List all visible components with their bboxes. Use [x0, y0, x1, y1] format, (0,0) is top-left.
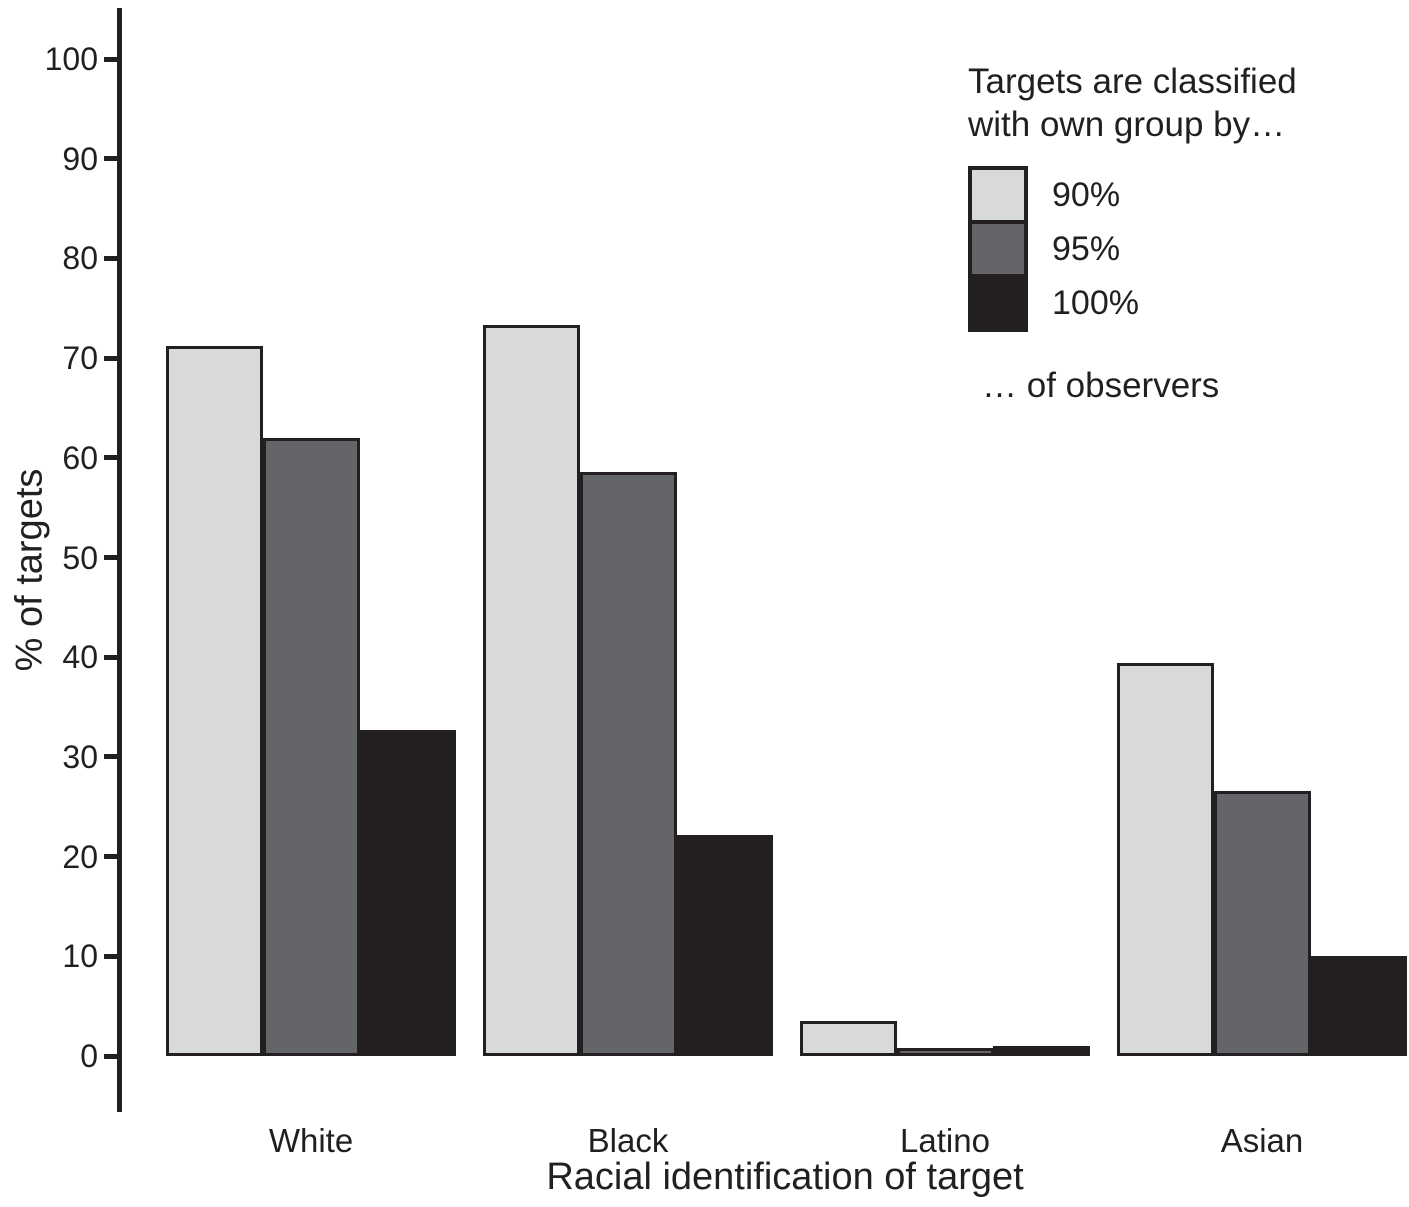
- legend-swatch-icon: [968, 274, 1028, 332]
- x-axis-title: Racial identification of target: [546, 1156, 1024, 1198]
- x-tick-label-white: White: [268, 1122, 354, 1159]
- y-tick-mark-50: [104, 555, 117, 560]
- x-tick-label-asian: Asian: [1220, 1122, 1304, 1159]
- x-tick-label-black: Black: [587, 1122, 669, 1159]
- y-tick-label-30: 30: [62, 738, 98, 775]
- y-tick-mark-70: [104, 355, 117, 361]
- y-tick-label-60: 60: [62, 439, 98, 476]
- bar-black-90: [483, 325, 580, 1056]
- bar-black-100: [676, 835, 773, 1056]
- bar-asian-100: [1310, 956, 1407, 1056]
- bar-black-95: [579, 472, 677, 1056]
- y-tick-mark-90: [104, 156, 117, 162]
- legend-item-90: 90%: [968, 166, 1388, 224]
- y-tick-mark-60: [104, 455, 117, 461]
- y-tick-mark-40: [104, 654, 117, 660]
- legend-title: Targets are classified with own group by…: [968, 60, 1388, 146]
- bar-white-100: [359, 730, 456, 1056]
- bar-latino-90: [800, 1021, 897, 1056]
- legend-title-line2: with own group by…: [968, 105, 1286, 144]
- y-tick-mark-10: [104, 953, 117, 959]
- legend-item-label: 95%: [1052, 229, 1121, 268]
- legend-title-line1: Targets are classified: [968, 62, 1297, 101]
- legend-swatch-icon: [968, 166, 1028, 224]
- y-axis-line: [117, 8, 122, 1112]
- y-tick-label-80: 80: [62, 240, 98, 277]
- y-tick-label-0: 0: [80, 1038, 98, 1074]
- legend-item-label: 90%: [1052, 175, 1121, 214]
- y-tick-mark-80: [104, 255, 117, 261]
- legend-items: 90% 95% 100%: [968, 166, 1388, 332]
- y-tick-label-10: 10: [62, 938, 98, 975]
- y-tick-mark-100: [104, 56, 117, 62]
- y-tick-label-100: 100: [44, 41, 98, 77]
- y-tick-label-70: 70: [62, 340, 98, 377]
- legend-item-100: 100%: [968, 274, 1388, 332]
- y-tick-mark-30: [104, 754, 117, 760]
- bar-asian-95: [1213, 791, 1311, 1056]
- y-tick-label-50: 50: [62, 539, 98, 576]
- y-tick-label-40: 40: [62, 639, 98, 676]
- bar-asian-90: [1117, 663, 1214, 1056]
- y-tick-mark-0: [104, 1053, 117, 1059]
- legend-footer: … of observers: [982, 366, 1220, 405]
- y-tick-label-20: 20: [62, 838, 98, 875]
- y-tick-mark-20: [104, 854, 117, 860]
- bar-white-95: [262, 438, 360, 1056]
- legend-swatch-icon: [968, 220, 1028, 278]
- legend-item-95: 95%: [968, 220, 1388, 278]
- bar-white-90: [166, 346, 263, 1056]
- bar-latino-95: [896, 1048, 994, 1056]
- bar-latino-100: [993, 1046, 1090, 1056]
- x-tick-label-latino: Latino: [900, 1122, 990, 1159]
- legend-item-label: 100%: [1052, 283, 1139, 322]
- legend: Targets are classified with own group by…: [968, 60, 1388, 406]
- y-tick-label-90: 90: [62, 140, 98, 177]
